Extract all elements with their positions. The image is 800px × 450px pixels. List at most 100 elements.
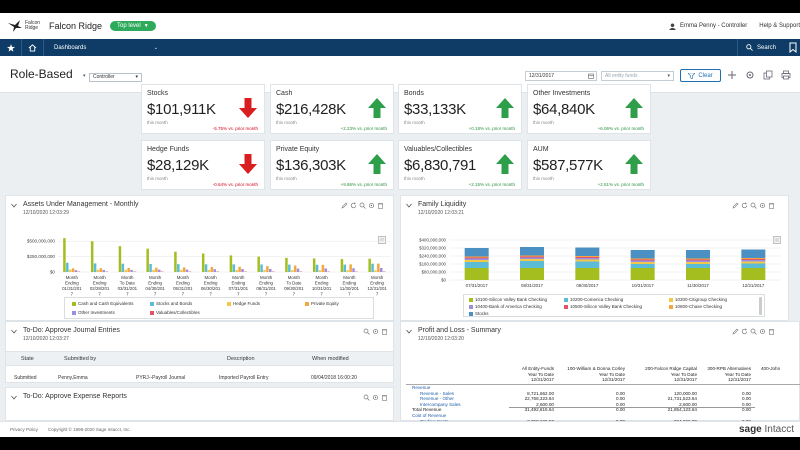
bar[interactable] — [174, 251, 177, 272]
bar[interactable] — [127, 268, 130, 272]
refresh-icon[interactable] — [741, 328, 748, 335]
bar[interactable] — [179, 269, 183, 272]
collapse-chevron-icon[interactable] — [406, 329, 412, 334]
gear-icon[interactable] — [372, 328, 379, 335]
bar[interactable] — [130, 269, 133, 272]
bar-segment[interactable] — [686, 264, 710, 268]
entity-level-selector[interactable]: Top level ▼ — [110, 21, 156, 31]
bar-segment[interactable] — [741, 268, 766, 280]
bar-segment[interactable] — [464, 260, 489, 262]
bar[interactable] — [185, 269, 189, 272]
search-button[interactable]: Search — [736, 39, 784, 56]
bar-segment[interactable] — [630, 262, 655, 264]
column-header-submitted-by[interactable]: Submitted by — [64, 356, 97, 362]
zoom-icon[interactable] — [363, 328, 370, 335]
bar-segment[interactable] — [464, 257, 489, 259]
bar-segment[interactable] — [741, 259, 766, 260]
legend-item[interactable]: Stocks and Bonds — [150, 301, 192, 306]
collapse-chevron-icon[interactable] — [406, 203, 412, 208]
bar[interactable] — [232, 264, 236, 272]
zoom-icon[interactable] — [750, 202, 757, 209]
legend-item[interactable]: Stocks — [469, 311, 489, 316]
kpi-card[interactable]: Cash $216,428K this month +2.23% vs. prior … — [270, 84, 394, 134]
gear-icon[interactable] — [759, 328, 766, 335]
delete-icon[interactable] — [377, 202, 384, 209]
bar[interactable] — [285, 257, 288, 272]
row-submitted-by[interactable]: Penny,Emma — [58, 375, 88, 381]
bookmark-icon[interactable] — [788, 42, 798, 53]
bar[interactable] — [315, 264, 319, 272]
bar[interactable] — [158, 269, 161, 272]
bar-segment[interactable] — [630, 260, 655, 263]
bar[interactable] — [321, 264, 325, 272]
kpi-card[interactable]: Private Equity $136,303K this month +9.86% … — [270, 140, 394, 190]
legend-item[interactable]: Other Investments — [72, 310, 115, 315]
bar[interactable] — [257, 256, 260, 272]
delete-icon[interactable] — [768, 202, 775, 209]
bar-segment[interactable] — [686, 260, 710, 263]
legend-item[interactable]: 10200-Comerica Checking — [564, 297, 623, 302]
bar[interactable] — [241, 269, 244, 272]
bar-segment[interactable] — [630, 268, 655, 280]
favorites-button[interactable] — [0, 39, 22, 56]
bar[interactable] — [238, 266, 241, 272]
bar[interactable] — [290, 270, 294, 272]
bar-segment[interactable] — [741, 260, 766, 262]
bar-segment[interactable] — [464, 268, 489, 280]
bar[interactable] — [293, 265, 297, 272]
bar-segment[interactable] — [630, 259, 655, 261]
bar[interactable] — [296, 268, 300, 272]
bar-segment[interactable] — [741, 263, 766, 269]
bar[interactable] — [324, 268, 328, 272]
bar-segment[interactable] — [741, 249, 766, 259]
bar[interactable] — [346, 270, 349, 272]
collapse-chevron-icon[interactable] — [11, 203, 17, 208]
gear-icon[interactable] — [759, 202, 766, 209]
legend-item[interactable]: Private Equity — [305, 301, 339, 306]
column-header-state[interactable]: State — [21, 356, 34, 362]
bar[interactable] — [377, 263, 380, 272]
bar[interactable] — [340, 259, 344, 272]
edit-icon[interactable] — [732, 202, 739, 209]
help-link[interactable]: Help & Support — [759, 23, 800, 29]
legend-item[interactable]: Valuables/Collectibles — [150, 310, 200, 315]
kpi-card[interactable]: AUM $587,577K this month +2.51% vs. prior m… — [527, 140, 651, 190]
bar-segment[interactable] — [520, 256, 544, 258]
legend-scrollbar[interactable] — [759, 297, 762, 315]
bar[interactable] — [146, 248, 149, 272]
collapse-chevron-icon[interactable] — [11, 329, 17, 334]
pl-row-label[interactable]: Revenue - Other — [420, 396, 454, 402]
bar[interactable] — [204, 264, 208, 272]
bar-segment[interactable] — [686, 259, 710, 261]
bar-segment[interactable] — [686, 268, 710, 280]
legend-item[interactable]: 10600-Chase Checking — [669, 304, 722, 309]
clear-filter-button[interactable]: Clear — [680, 69, 721, 82]
bar-segment[interactable] — [575, 257, 600, 258]
print-icon[interactable] — [781, 70, 791, 80]
bar[interactable] — [118, 246, 122, 272]
zoom-icon[interactable] — [359, 202, 366, 209]
bar[interactable] — [149, 264, 152, 272]
edit-icon[interactable] — [732, 328, 739, 335]
bar-segment[interactable] — [575, 258, 600, 260]
bar[interactable] — [380, 268, 383, 272]
pl-row-label[interactable]: Revenue - Sales — [420, 390, 454, 396]
delete-icon[interactable] — [381, 328, 388, 335]
bar[interactable] — [288, 264, 291, 272]
bar[interactable] — [312, 258, 316, 272]
bar-segment[interactable] — [741, 258, 766, 259]
bar[interactable] — [343, 264, 347, 272]
as-of-date-input[interactable]: 12/31/2017 — [525, 71, 597, 81]
kpi-card[interactable]: Hedge Funds $28,129K this month -0.64% vs. … — [141, 140, 265, 190]
bar-segment[interactable] — [575, 259, 600, 262]
bar[interactable] — [201, 253, 205, 272]
entity-filter-select[interactable]: All entity funds ▾ — [601, 71, 674, 81]
role-select[interactable]: Controller ▾ — [89, 73, 142, 82]
bar-segment[interactable] — [741, 261, 766, 264]
bar[interactable] — [96, 269, 100, 272]
bar-segment[interactable] — [464, 258, 489, 261]
dashboards-menu[interactable]: Dashboards ⌄ — [54, 39, 162, 56]
gear-icon[interactable] — [368, 202, 375, 209]
bar[interactable] — [124, 269, 127, 272]
copy-icon[interactable] — [763, 70, 773, 80]
